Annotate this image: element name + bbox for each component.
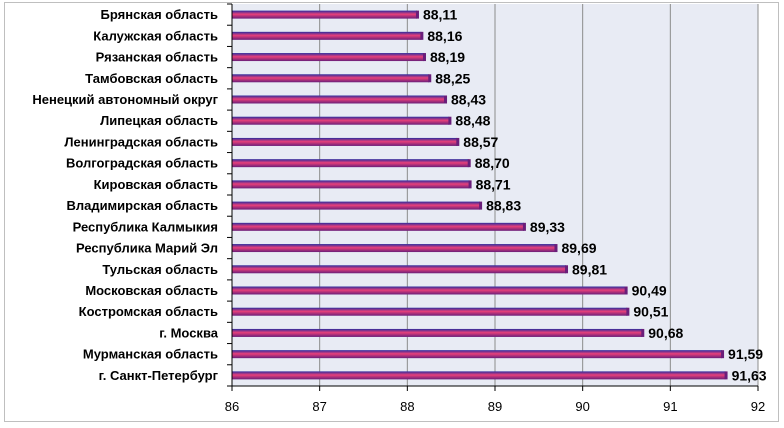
category-label: Брянская область	[101, 7, 218, 22]
data-label: 88,43	[451, 92, 486, 108]
bar	[232, 95, 446, 104]
category-label: г. Москва	[159, 325, 218, 340]
x-tick-label: 86	[225, 399, 239, 414]
bar	[232, 328, 643, 337]
bar	[232, 222, 524, 231]
x-tick-label: 89	[488, 399, 502, 414]
bar	[232, 31, 422, 40]
x-tick-label: 91	[663, 399, 677, 414]
bar-end-face	[428, 74, 432, 83]
bar-end-face	[456, 137, 460, 146]
x-tick-label: 90	[575, 399, 589, 414]
category-label: Костромская область	[79, 304, 218, 319]
data-label: 88,48	[455, 113, 490, 129]
bar	[232, 159, 469, 168]
category-label: Волгоградская область	[66, 156, 218, 171]
bar-end-face	[468, 180, 472, 189]
bar	[232, 116, 450, 125]
category-label: Тамбовская область	[85, 71, 218, 86]
bar-end-face	[565, 265, 569, 274]
data-label: 90,68	[648, 325, 683, 341]
bar	[232, 180, 470, 189]
category-label: Республика Калмыкия	[73, 219, 218, 234]
data-label: 88,25	[435, 70, 470, 86]
x-tick-label: 92	[751, 399, 765, 414]
x-tick-label: 88	[400, 399, 414, 414]
data-label: 88,16	[427, 28, 462, 44]
category-label: Владимирская область	[66, 198, 218, 213]
bar	[232, 10, 417, 19]
bar-end-face	[724, 371, 728, 380]
data-label: 91,63	[732, 367, 767, 383]
bar-end-face	[448, 116, 452, 125]
bar	[232, 307, 628, 316]
bar	[232, 350, 723, 359]
data-label: 91,59	[728, 346, 763, 362]
bar	[232, 137, 458, 146]
category-label: Ленинградская область	[64, 134, 218, 149]
data-label: 88,83	[486, 198, 521, 214]
bar	[232, 286, 626, 295]
data-label: 89,33	[530, 219, 565, 235]
category-label: г. Санкт-Петербург	[99, 368, 219, 383]
data-label: 90,49	[632, 283, 667, 299]
data-label: 89,81	[572, 261, 607, 277]
bar-end-face	[415, 10, 419, 19]
bar-end-face	[479, 201, 483, 210]
category-label: Кировская область	[94, 177, 218, 192]
bar-end-face	[522, 222, 526, 231]
data-label: 88,57	[463, 134, 498, 150]
category-label: Липецкая область	[100, 113, 218, 128]
bar-end-face	[467, 159, 471, 168]
data-label: 88,19	[430, 49, 465, 65]
data-label: 88,71	[476, 176, 511, 192]
category-label: Тульская область	[102, 262, 218, 277]
bar-end-face	[626, 307, 630, 316]
bar-end-face	[444, 95, 448, 104]
bar	[232, 371, 726, 380]
category-label: Мурманская область	[83, 347, 218, 362]
category-label: Республика Марий Эл	[76, 241, 218, 256]
data-label: 90,51	[633, 304, 668, 320]
bar-end-face	[624, 286, 628, 295]
category-label: Московская область	[85, 283, 218, 298]
data-label: 89,69	[561, 240, 596, 256]
bar	[232, 201, 481, 210]
x-tick-label: 87	[312, 399, 326, 414]
category-label: Калужская область	[93, 28, 218, 43]
bar-end-face	[422, 53, 426, 62]
data-label: 88,70	[475, 155, 510, 171]
bar-end-face	[721, 350, 725, 359]
category-label: Ненецкий автономный округ	[32, 92, 218, 107]
bar	[232, 265, 567, 274]
bar	[232, 74, 430, 83]
data-label: 88,11	[423, 7, 457, 23]
bar	[232, 53, 424, 62]
bar-end-face	[554, 244, 558, 253]
bar	[232, 244, 556, 253]
bar-end-face	[641, 328, 645, 337]
bar-end-face	[420, 31, 424, 40]
category-label: Рязанская область	[96, 50, 218, 65]
